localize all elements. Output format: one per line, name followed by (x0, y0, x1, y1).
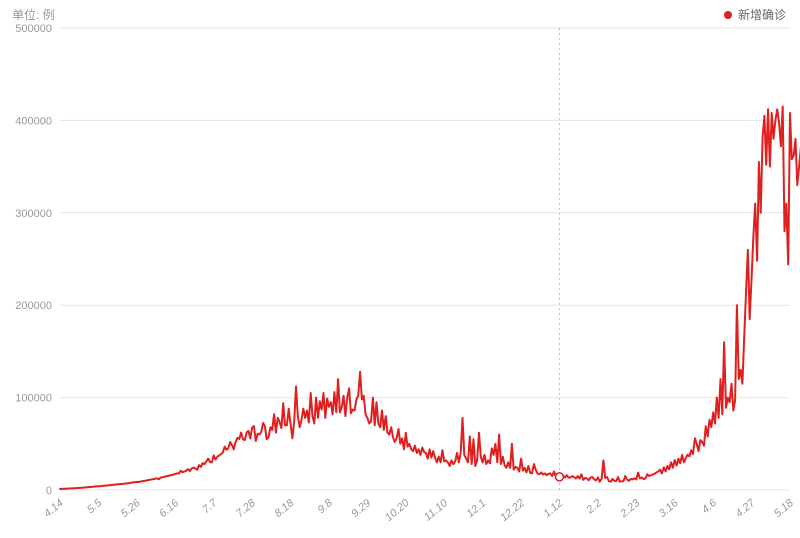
svg-text:400000: 400000 (15, 115, 52, 127)
svg-text:5.5: 5.5 (85, 497, 105, 517)
svg-text:4.14: 4.14 (42, 497, 66, 520)
svg-text:0: 0 (46, 485, 52, 497)
unit-label: 单位: 例 (12, 6, 55, 23)
chart-container: 单位: 例 新增确诊 0 100000 200000 300000 400000 5000… (0, 0, 800, 538)
svg-text:100000: 100000 (15, 393, 52, 405)
svg-text:500000: 500000 (15, 23, 52, 35)
svg-text:9.8: 9.8 (315, 497, 335, 517)
legend-label: 新增确诊 (738, 6, 786, 23)
svg-text:5.26: 5.26 (119, 497, 144, 521)
svg-text:4.27: 4.27 (733, 497, 758, 521)
svg-text:12.22: 12.22 (498, 497, 527, 524)
svg-text:9.29: 9.29 (349, 497, 373, 520)
svg-text:10.20: 10.20 (383, 497, 412, 524)
svg-text:3.16: 3.16 (657, 497, 682, 521)
svg-text:11.10: 11.10 (422, 497, 451, 524)
svg-text:12.1: 12.1 (464, 497, 488, 520)
svg-text:6.16: 6.16 (157, 497, 182, 521)
svg-text:2.2: 2.2 (584, 497, 604, 517)
svg-text:1.12: 1.12 (541, 497, 565, 520)
svg-text:2.23: 2.23 (617, 497, 643, 521)
line-chart: 0 100000 200000 300000 400000 500000 4.14 5.5 5.… (0, 0, 800, 538)
legend: 新增确诊 (724, 6, 786, 23)
svg-text:4.6: 4.6 (700, 497, 720, 517)
svg-text:300000: 300000 (15, 208, 52, 220)
svg-text:8.18: 8.18 (272, 497, 297, 521)
svg-text:5.18: 5.18 (772, 497, 797, 521)
svg-text:200000: 200000 (15, 300, 52, 312)
legend-marker-icon (724, 11, 732, 19)
svg-text:7.28: 7.28 (234, 497, 259, 521)
svg-text:7.7: 7.7 (200, 497, 220, 517)
